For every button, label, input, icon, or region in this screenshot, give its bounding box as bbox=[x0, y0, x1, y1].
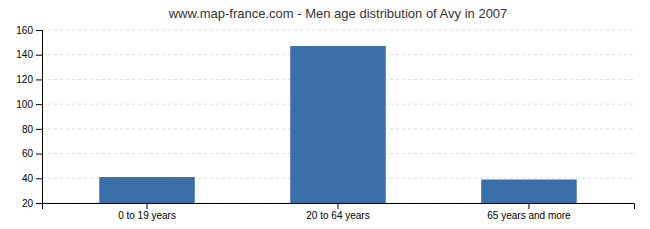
tick-label: 140 bbox=[16, 49, 33, 60]
tick-mark bbox=[36, 55, 42, 56]
tick: 140 bbox=[16, 49, 42, 60]
title: www.map-france.com - Men age distributio… bbox=[168, 6, 508, 21]
bar bbox=[99, 177, 194, 203]
tick-mark bbox=[338, 203, 339, 209]
tick: 20 bbox=[22, 198, 42, 209]
tick-mark bbox=[147, 203, 148, 209]
tick: 80 bbox=[22, 124, 42, 135]
tick: 0 to 19 years bbox=[118, 203, 176, 221]
bars bbox=[99, 46, 576, 203]
tick-mark bbox=[36, 79, 42, 80]
tick-label: 80 bbox=[22, 124, 34, 135]
tick-mark bbox=[36, 129, 42, 130]
bar bbox=[290, 46, 385, 203]
axis-line bbox=[43, 204, 635, 210]
tick-mark bbox=[36, 178, 42, 179]
tick: 40 bbox=[22, 173, 42, 184]
tick-mark bbox=[36, 203, 42, 204]
tick-label: 60 bbox=[22, 148, 34, 159]
tick: 20 to 64 years bbox=[306, 203, 369, 221]
chart-svg: 20 40 60 80 100 120 140 160 0 to 19 years 20 to 6… bbox=[0, 0, 650, 229]
tick: 120 bbox=[16, 74, 42, 85]
tick-mark bbox=[528, 203, 529, 209]
tick-mark bbox=[36, 30, 42, 31]
tick-label: 65 years and more bbox=[487, 210, 571, 221]
tick-label: 100 bbox=[16, 99, 33, 110]
grid-line bbox=[42, 30, 634, 31]
plot-area: 20 40 60 80 100 120 140 160 0 to 19 years 20 to 6… bbox=[16, 25, 634, 228]
chart-container: 20 40 60 80 100 120 140 160 0 to 19 years 20 to 6… bbox=[0, 0, 650, 229]
tick: 160 bbox=[16, 25, 42, 36]
tick-label: 20 to 64 years bbox=[306, 210, 369, 221]
tick-label: 40 bbox=[22, 173, 34, 184]
x-axis: 0 to 19 years 20 to 64 years 65 years and … bbox=[43, 203, 635, 221]
bar bbox=[481, 180, 576, 203]
tick-label: 0 to 19 years bbox=[118, 210, 176, 221]
axis-line bbox=[36, 31, 43, 204]
tick-label: 160 bbox=[16, 25, 33, 36]
tick: 60 bbox=[22, 148, 42, 159]
tick-mark bbox=[36, 104, 42, 105]
tick: 100 bbox=[16, 99, 42, 110]
tick-mark bbox=[36, 154, 42, 155]
tick-label: 120 bbox=[16, 74, 33, 85]
y-axis: 20 40 60 80 100 120 140 160 bbox=[16, 25, 42, 209]
tick: 65 years and more bbox=[487, 203, 571, 221]
tick-label: 20 bbox=[22, 198, 34, 209]
